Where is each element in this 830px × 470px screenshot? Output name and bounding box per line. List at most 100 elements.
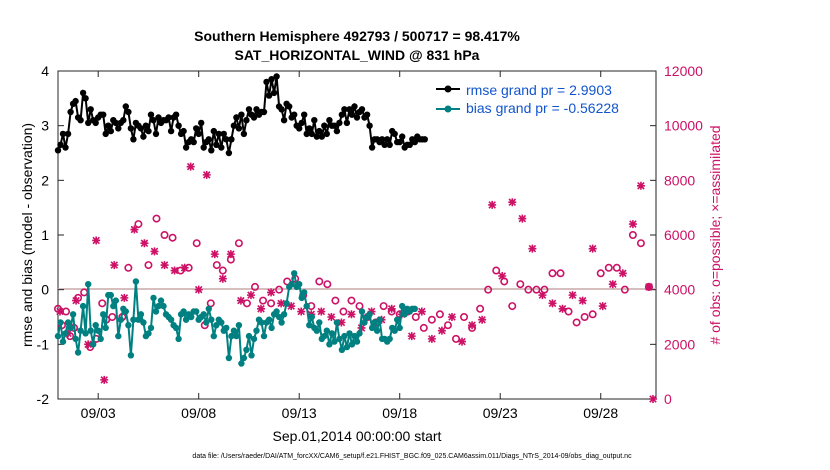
rmse-point [77,117,84,124]
rmse-point [102,130,109,138]
bias-point [283,300,290,307]
rmse-point [127,125,135,132]
rmse-point [378,136,386,143]
rmse-point [122,103,129,110]
bias-point [110,302,117,310]
obs-assimilated-marker [267,288,276,297]
obs-assimilated-marker [588,244,597,253]
y-right-tick-label: 2000 [664,336,695,352]
bias-point [135,316,142,323]
obs-assimilated-marker [202,170,211,179]
y-right-tick-label: 8000 [664,172,695,188]
rmse-point [366,122,373,129]
rmse-point [301,111,308,118]
legend: rmse grand pr = 2.9903 bias grand pr = -… [436,82,619,116]
rmse-point [245,106,253,113]
bias-point [356,330,363,337]
obs-assimilated-marker [407,332,416,341]
rmse-point [333,127,341,135]
rmse-point [105,122,112,129]
y-tick-label: -2 [37,391,50,407]
rmse-point [296,125,303,132]
y-right-tick-label: 4000 [664,282,695,298]
obs-possible-marker [636,239,645,248]
obs-assimilated-marker [367,307,376,316]
legend-rmse-label: rmse grand pr = 2.9903 [466,82,612,98]
bias-point [358,308,366,315]
rmse-point [182,144,190,151]
obs-count-markers [53,162,657,403]
bias-point [278,319,285,326]
rmse-point [384,136,391,143]
bias-point [150,294,157,302]
bias-point [85,281,92,288]
obs-possible-marker [275,285,284,294]
obs-assimilated-marker [100,375,109,384]
obs-assimilated-marker [548,299,557,308]
bias-point [336,335,343,343]
rmse-point [338,111,346,118]
rmse-point [336,119,343,127]
rmse-point [351,103,358,110]
rmse-point [64,130,72,138]
obs-assimilated-marker [327,313,336,321]
rmse-point [303,130,310,138]
rmse-point [175,122,182,129]
obs-possible-marker [604,263,613,272]
rmse-point [348,111,356,118]
obs-possible-marker [315,277,324,286]
bias-point [213,322,220,329]
obs-possible-marker [160,231,169,240]
bias-point [72,335,79,343]
rmse-point [233,114,240,121]
rmse-point [238,111,245,118]
x-tick-label: 09/03 [81,405,116,421]
bias-point [321,332,328,340]
bias-point [130,316,137,323]
bias-point [54,332,62,340]
obs-assimilated-marker [180,263,189,272]
rmse-point [195,130,202,138]
bias-point [74,349,82,356]
bias-point [296,281,303,288]
obs-possible-marker [259,296,268,305]
bias-point [308,313,315,321]
rmse-point [92,119,99,127]
rmse-point [358,106,366,113]
rmse-point [265,92,273,99]
obs-possible-marker [620,285,629,294]
bias-point [64,319,72,326]
bias-point [376,316,383,323]
x-axis-label: Sep.01,2014 00:00:00 start [273,428,442,444]
bias-point [193,308,200,315]
y-axis-right-label: # of obs: o=possible; ×=assimilated [707,125,723,344]
obs-assimilated-marker [170,266,179,275]
bias-point [77,327,84,334]
obs-assimilated-marker [538,291,547,300]
y-tick-label: 2 [41,172,49,188]
rmse-point [323,130,330,138]
rmse-point [406,141,413,148]
bias-point [333,319,341,326]
rmse-point [145,127,152,135]
obs-assimilated-marker [558,304,567,313]
bias-point [230,327,238,334]
rmse-point [198,119,205,127]
rmse-point [235,125,243,132]
bias-point [235,322,243,329]
rmse-point [363,111,371,118]
obs-assimilated-marker [508,198,517,207]
obs-possible-marker [435,310,444,319]
bias-point [218,319,225,326]
obs-possible-marker [323,280,332,289]
x-tick-label: 09/13 [282,405,317,421]
bias-point [172,324,180,332]
obs-possible-marker [192,239,201,248]
bias-point [253,327,260,334]
tick-labels: 09/03 09/08 09/13 09/18 09/23 09/28-2-1012340… [37,63,704,421]
obs-assimilated-marker [92,236,101,245]
bias-point [208,316,215,323]
x-tick-label: 09/23 [483,405,518,421]
rmse-point [210,127,217,135]
bias-point [313,327,320,334]
